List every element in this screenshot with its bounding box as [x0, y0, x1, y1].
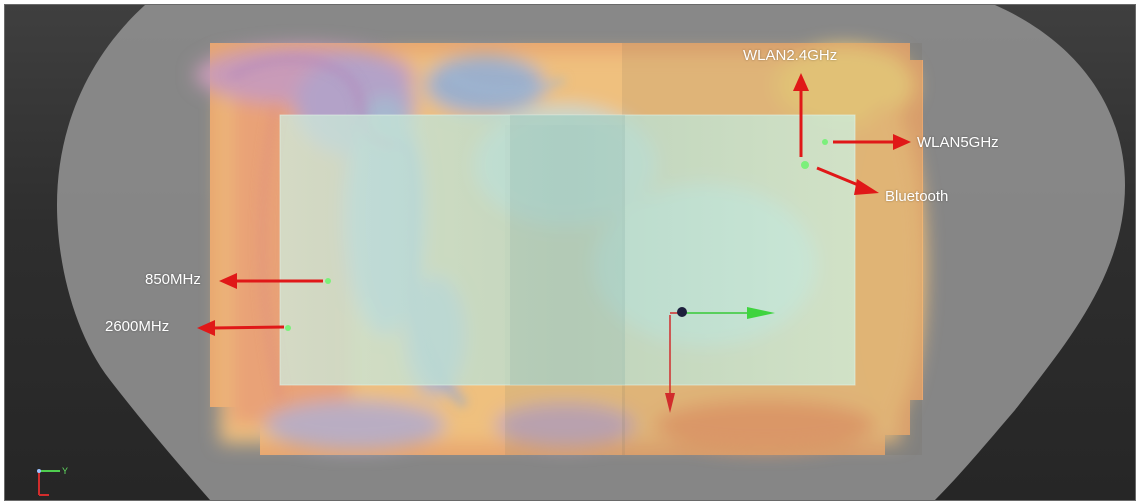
field-distribution-scene: [37, 5, 1125, 500]
3d-viewport[interactable]: WLAN2.4GHz WLAN5GHz Bluetooth 850MHz 260…: [4, 4, 1136, 501]
wlan5-label: WLAN5GHz: [917, 134, 999, 151]
feed-point-2600: [285, 325, 291, 331]
850mhz-label: 850MHz: [145, 271, 201, 288]
pcb-plate: [280, 115, 855, 385]
local-axes: [665, 307, 775, 413]
feed-point-bluetooth: [801, 161, 809, 169]
annotation-arrows: [197, 73, 911, 336]
wlan24-label: WLAN2.4GHz: [743, 47, 838, 64]
bluetooth-label: Bluetooth: [885, 188, 949, 205]
corner-axis-triad: [37, 469, 60, 496]
corner-axis-y-label: Y: [62, 466, 69, 476]
feed-point-850: [325, 278, 331, 284]
2600mhz-label: 2600MHz: [105, 318, 170, 335]
feed-point-wlan5: [822, 139, 828, 145]
